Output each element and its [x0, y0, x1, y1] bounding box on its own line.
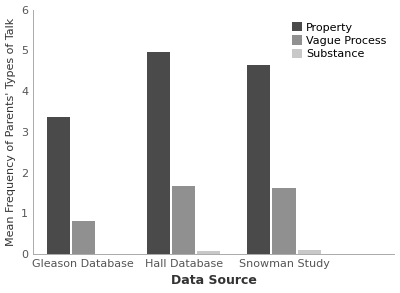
Bar: [298, 250, 321, 254]
Bar: [72, 221, 95, 254]
Bar: [197, 251, 220, 254]
Bar: [272, 188, 296, 254]
Legend: Property, Vague Process, Substance: Property, Vague Process, Substance: [290, 20, 389, 61]
Bar: [172, 186, 195, 254]
Bar: [47, 117, 70, 254]
Bar: [247, 65, 270, 254]
X-axis label: Data Source: Data Source: [171, 275, 257, 287]
Bar: [147, 52, 170, 254]
Y-axis label: Mean Frequency of Parents' Types of Talk: Mean Frequency of Parents' Types of Talk: [6, 18, 16, 246]
